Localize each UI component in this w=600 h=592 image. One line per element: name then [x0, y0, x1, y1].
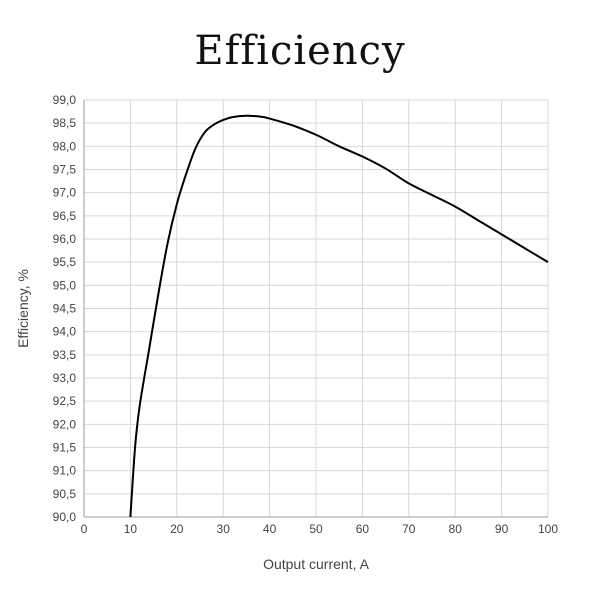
x-tick-label: 20	[170, 522, 184, 536]
y-tick-label: 98,0	[53, 139, 77, 153]
y-tick-label: 94,5	[53, 302, 77, 316]
y-tick-label: 92,5	[53, 394, 77, 408]
y-tick-label: 94,0	[53, 325, 77, 339]
x-tick-label: 50	[309, 522, 323, 536]
x-tick-label: 0	[81, 522, 88, 536]
y-tick-label: 98,5	[53, 116, 77, 130]
y-tick-label: 96,0	[53, 232, 77, 246]
x-tick-label: 30	[217, 522, 231, 536]
x-tick-label: 90	[495, 522, 509, 536]
x-axis-label: Output current, A	[263, 556, 369, 572]
chart-title: Efficiency	[194, 28, 406, 74]
y-tick-label: 91,5	[53, 441, 77, 455]
y-tick-label: 90,0	[53, 510, 77, 524]
y-tick-label: 93,5	[53, 348, 77, 362]
efficiency-series-line	[129, 114, 549, 518]
x-tick-label: 70	[402, 522, 416, 536]
y-tick-label: 91,0	[53, 464, 77, 478]
x-tick-label: 100	[538, 522, 558, 536]
x-tick-label: 40	[263, 522, 277, 536]
series-layer	[129, 114, 549, 518]
y-tick-label: 93,0	[53, 371, 77, 385]
x-tick-label: 10	[124, 522, 138, 536]
y-tick-labels: 90,0 90,5 91,0 91,5 92,0 92,5 93,0 93,5 94,0 94,5…	[53, 93, 77, 524]
axes	[83, 100, 548, 518]
y-tick-label: 97,0	[53, 186, 77, 200]
y-tick-label: 95,0	[53, 278, 77, 292]
y-tick-label: 99,0	[53, 93, 77, 107]
y-tick-label: 95,5	[53, 255, 77, 269]
y-tick-label: 92,0	[53, 417, 77, 431]
y-axis-label: Efficiency, %	[15, 269, 31, 348]
x-tick-labels: 0 10 20 30 40 50 60 70 80 90 100	[81, 522, 559, 536]
x-tick-label: 80	[449, 522, 463, 536]
x-tick-label: 60	[356, 522, 370, 536]
y-tick-label: 90,5	[53, 487, 77, 501]
grid-lines	[83, 99, 549, 518]
y-tick-label: 97,5	[53, 163, 77, 177]
y-tick-label: 96,5	[53, 209, 77, 223]
